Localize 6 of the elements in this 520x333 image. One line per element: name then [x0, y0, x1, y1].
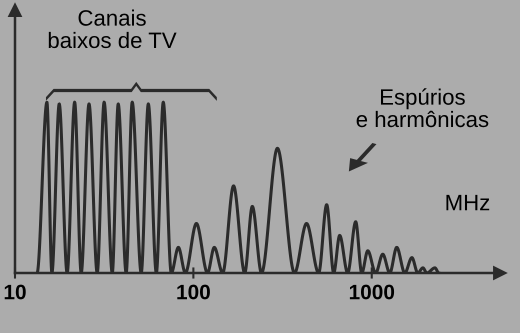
x-tick-label: 10 — [4, 284, 26, 300]
x-tick-label: 1000 — [350, 284, 394, 300]
x-tick-label: 100 — [177, 284, 210, 300]
x-axis-title: MHz — [446, 194, 490, 210]
text: Canais baixos de TV — [48, 10, 177, 48]
annotation: Espúrios e harmônicas — [356, 88, 488, 128]
